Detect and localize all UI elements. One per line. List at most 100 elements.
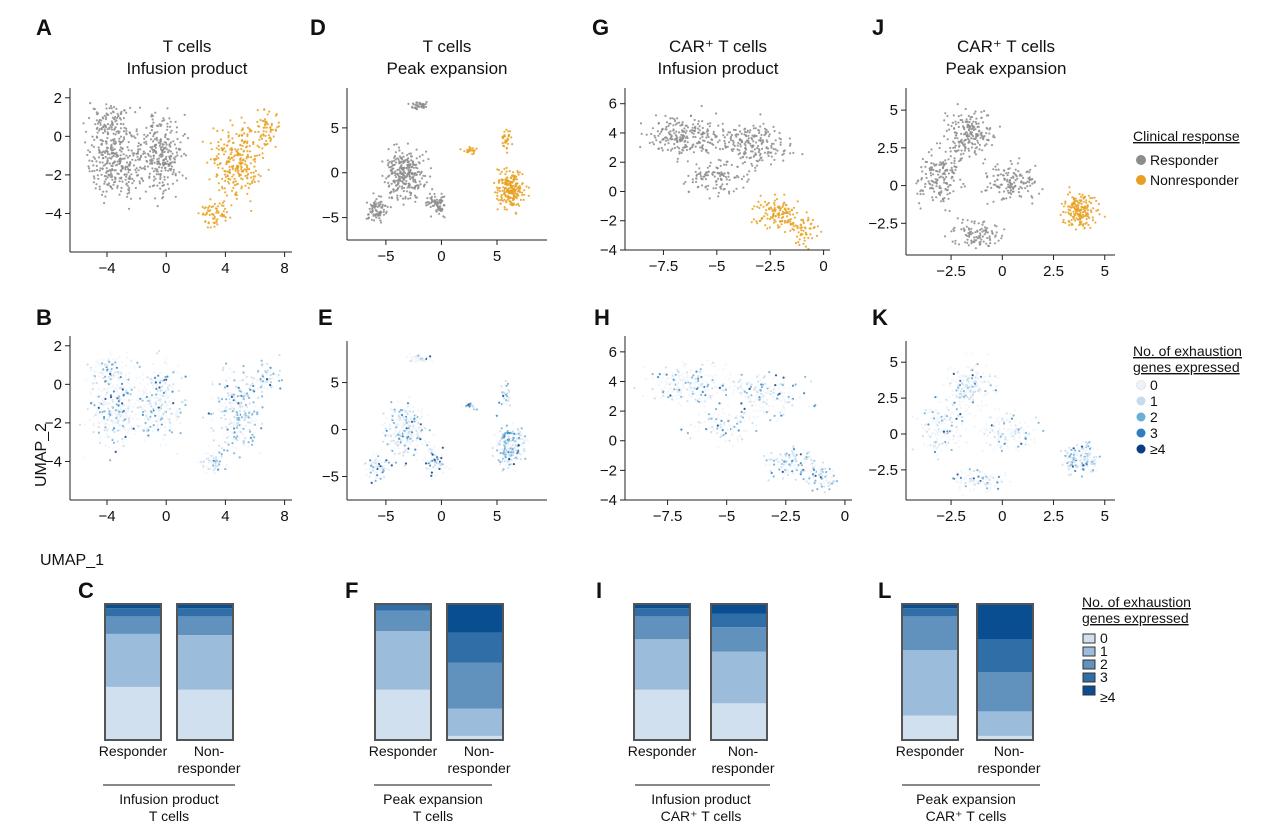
umap-point (254, 175, 257, 178)
umap-point (263, 108, 266, 111)
umap-point (726, 145, 729, 148)
umap-point (686, 141, 689, 144)
umap-point (974, 110, 977, 113)
umap-point (167, 388, 170, 391)
umap-point (503, 206, 506, 209)
umap-point (788, 210, 791, 213)
umap-point (393, 408, 396, 411)
umap-point (944, 181, 948, 185)
umap-point (802, 242, 805, 245)
umap-point (1071, 215, 1074, 218)
umap-point (112, 384, 115, 387)
umap-point (669, 137, 672, 140)
umap-point (225, 379, 228, 382)
umap-point (111, 175, 114, 178)
umap-point (1012, 175, 1015, 178)
umap-point (154, 381, 157, 384)
umap-point (792, 213, 795, 216)
umap-point (103, 201, 106, 205)
umap-point (396, 452, 399, 455)
umap-point (155, 387, 158, 390)
umap-point (934, 178, 937, 181)
umap-point (984, 158, 987, 161)
umap-point (239, 406, 242, 409)
umap-point (209, 226, 212, 229)
umap-point (376, 210, 379, 213)
umap-point (766, 140, 769, 143)
umap-point (1095, 199, 1098, 202)
umap-point (418, 417, 421, 421)
umap-point (269, 383, 272, 387)
umap-point (496, 194, 499, 197)
umap-point (371, 462, 374, 465)
umap-point (411, 105, 414, 108)
umap-point (395, 143, 398, 146)
umap-point (388, 433, 391, 436)
umap-point (258, 153, 261, 157)
umap-point (218, 451, 221, 454)
umap-point (92, 431, 95, 434)
umap-point (920, 177, 924, 180)
umap-panel-E: E−5 0 550−5 (318, 305, 547, 525)
umap-point (382, 413, 385, 416)
umap-point (119, 416, 122, 419)
umap-point (232, 393, 235, 396)
umap-point (1028, 176, 1031, 179)
umap-point (403, 435, 407, 439)
umap-point (127, 149, 130, 152)
umap-point (995, 168, 998, 171)
umap-point (272, 135, 275, 138)
umap-point (269, 128, 273, 131)
umap-point (121, 388, 124, 391)
umap-point (773, 158, 776, 161)
umap-point (764, 224, 767, 227)
umap-point (667, 131, 671, 134)
umap-point (713, 171, 716, 174)
umap-point (723, 136, 727, 139)
umap-point (244, 424, 247, 427)
umap-point (681, 123, 684, 126)
umap-point (171, 431, 174, 434)
umap-point (227, 180, 230, 183)
umap-point (178, 147, 181, 150)
umap-point (153, 396, 156, 399)
umap-point (393, 428, 396, 431)
umap-point (270, 122, 273, 125)
x-tick-label-G: −7.5 (649, 258, 679, 275)
umap-point (263, 118, 267, 121)
umap-point (434, 474, 437, 477)
umap-point (154, 167, 157, 170)
umap-point (503, 460, 506, 463)
umap-point (268, 110, 271, 113)
y-tick-label-J: 2.5 (877, 140, 898, 157)
umap-point (127, 207, 131, 210)
umap-point (156, 352, 159, 355)
umap-point (140, 154, 143, 157)
umap-point (252, 423, 255, 426)
umap-point (1081, 224, 1085, 227)
umap-point (707, 184, 710, 187)
umap-point (115, 130, 118, 133)
umap-point (234, 437, 238, 440)
umap-point (679, 136, 682, 139)
umap-point (118, 424, 121, 427)
umap-point (645, 133, 648, 136)
umap-point (755, 141, 758, 144)
umap-point (802, 220, 805, 223)
umap-point (108, 126, 111, 129)
umap-point (127, 404, 130, 407)
umap-point (235, 417, 238, 420)
umap-point (779, 143, 782, 146)
umap-point (797, 241, 800, 244)
umap-point (244, 160, 247, 163)
umap-point (107, 357, 110, 360)
umap-point (262, 133, 265, 136)
umap-point (138, 180, 141, 183)
umap-point (779, 138, 782, 141)
umap-point (664, 139, 668, 142)
umap-point (168, 149, 171, 152)
umap-point (249, 388, 252, 391)
umap-point (777, 216, 780, 219)
umap-point (116, 376, 119, 379)
umap-point (228, 407, 232, 411)
